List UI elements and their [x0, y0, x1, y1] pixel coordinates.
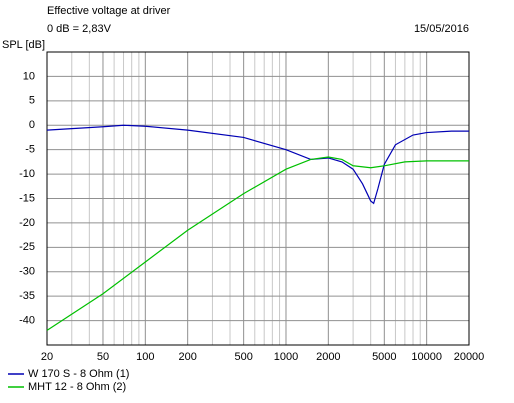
x-tick-label: 200 [178, 351, 196, 363]
y-tick-label: -25 [19, 241, 35, 253]
y-tick-label: 0 [29, 119, 35, 131]
y-axis-label: SPL [dB] [2, 39, 45, 51]
y-tick-label: -10 [19, 168, 35, 180]
chart-title: Effective voltage at driver [47, 5, 171, 17]
legend-label: W 170 S - 8 Ohm (1) [28, 368, 129, 380]
y-tick-label: -5 [25, 144, 35, 156]
x-tick-label: 2000 [316, 351, 340, 363]
y-tick-label: 10 [23, 70, 35, 82]
x-tick-label: 500 [234, 351, 252, 363]
x-tick-label: 100 [136, 351, 154, 363]
chart-subtitle: 0 dB = 2,83V [47, 23, 112, 35]
legend-label: MHT 12 - 8 Ohm (2) [28, 381, 126, 393]
y-tick-label: 5 [29, 95, 35, 107]
x-tick-label: 50 [97, 351, 109, 363]
y-tick-label: -15 [19, 192, 35, 204]
series-line [46, 124, 469, 205]
x-tick-label: 1000 [274, 351, 298, 363]
chart-date: 15/05/2016 [414, 23, 469, 35]
y-tick-label: -35 [19, 290, 35, 302]
plot-frame [46, 51, 470, 346]
series-line [46, 156, 469, 331]
y-tick-label: -30 [19, 266, 35, 278]
y-tick-label: -20 [19, 217, 35, 229]
x-tick-label: 10000 [411, 351, 442, 363]
y-tick-label: -40 [19, 314, 35, 326]
x-tick-label: 20 [41, 351, 53, 363]
x-tick-label: 5000 [372, 351, 396, 363]
x-tick-label: 20000 [454, 351, 485, 363]
